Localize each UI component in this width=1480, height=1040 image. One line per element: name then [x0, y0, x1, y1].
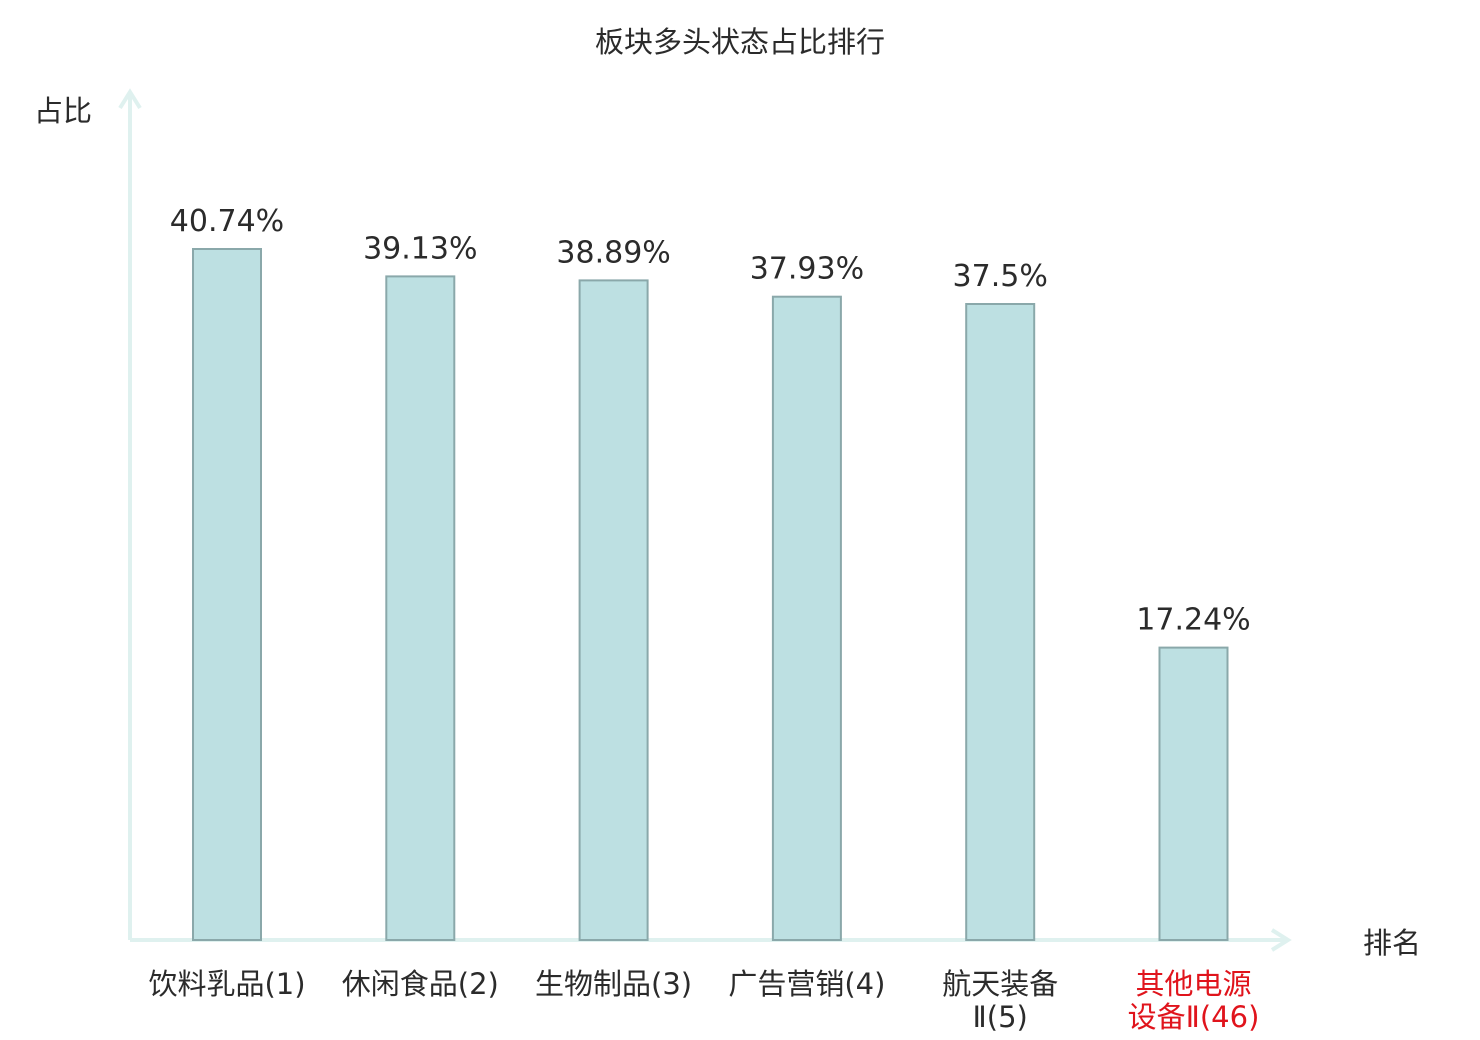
value-label: 39.13%: [363, 231, 477, 266]
axes: [118, 88, 1292, 952]
x-tick-label: 广告营销(4): [728, 967, 885, 1001]
bar: [385, 275, 456, 941]
chart-title: 板块多头状态占比排行: [595, 25, 885, 59]
x-tick-label: 航天装备: [942, 967, 1058, 1001]
value-label: 37.5%: [953, 259, 1048, 294]
value-label: 37.93%: [750, 252, 864, 287]
x-tick-label: 休闲食品(2): [342, 967, 499, 1001]
x-tick-label: 饮料乳品(1): [148, 967, 305, 1001]
value-label: 40.74%: [170, 204, 284, 239]
x-axis-arrow-icon: [1270, 928, 1292, 952]
value-label: 17.24%: [1136, 603, 1250, 638]
x-tick-label: 生物制品(3): [535, 967, 692, 1001]
value-label: 38.89%: [556, 235, 670, 270]
bar: [1158, 646, 1229, 941]
bar: [578, 279, 649, 941]
y-axis-arrow-icon: [118, 88, 142, 110]
x-tick-label: 设备Ⅱ(46): [1128, 1000, 1260, 1034]
bar: [771, 295, 842, 941]
value-labels-layer: 40.74% 39.13% 38.89% 37.93% 37.5% 17.24%: [170, 204, 1251, 638]
x-tick-label: Ⅱ(5): [973, 1000, 1028, 1034]
bar: [965, 303, 1036, 941]
x-tick-label: 其他电源: [1135, 967, 1251, 1001]
x-axis-label: 排名: [1363, 926, 1421, 960]
bar: [192, 248, 262, 941]
y-axis-label: 占比: [34, 94, 92, 128]
bars-layer: [192, 248, 1229, 941]
